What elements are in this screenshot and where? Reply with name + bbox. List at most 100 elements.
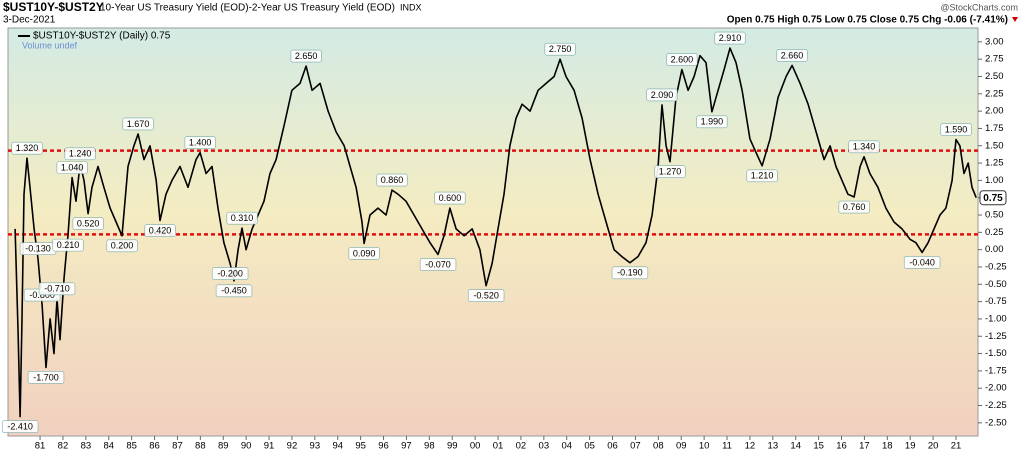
y-tick-label: 1.50: [985, 140, 1004, 151]
annotation-box: [348, 247, 380, 260]
annotation-label: 0.420: [149, 225, 172, 235]
annotation-label: -1.700: [33, 372, 59, 382]
y-tick-label: -1.00: [985, 313, 1007, 324]
annotation-label: -0.190: [617, 268, 643, 278]
last-value-box: [979, 190, 1007, 206]
annotation-box: [434, 191, 466, 205]
annotation-box: [611, 266, 649, 280]
x-tick-label: 86: [149, 441, 160, 452]
annotation-label: 2.660: [781, 50, 804, 60]
y-tick-label: 0.25: [985, 227, 1004, 238]
series-line: [14, 47, 977, 418]
date: 3-Dec-2021: [3, 15, 56, 26]
annotation-label: 0.860: [381, 175, 404, 185]
x-tick-label: 81: [35, 441, 46, 452]
x-tick-label: 16: [836, 441, 847, 452]
annotation-label: 1.340: [853, 142, 876, 152]
x-tick-label: 96: [378, 441, 389, 452]
annotation-box: [714, 31, 746, 45]
y-tick-label: -1.75: [985, 365, 1007, 376]
source: @StockCharts.com: [940, 2, 1018, 12]
x-tick-label: 15: [813, 441, 824, 452]
x-tick-label: 82: [58, 441, 69, 452]
quote: Open 0.75 High 0.75 Low 0.75 Close 0.75 …: [727, 15, 1008, 26]
annotation-label: 0.520: [77, 219, 100, 229]
x-tick-label: 05: [584, 441, 595, 452]
annotation-box: [848, 140, 880, 154]
annotation-label: 1.670: [127, 119, 150, 129]
annotation-box: [72, 217, 104, 230]
annotation-box: [903, 256, 941, 269]
annotation-box: [776, 49, 808, 62]
x-tick-label: 87: [172, 441, 183, 452]
annotation-box: [226, 211, 258, 225]
x-tick-label: 19: [905, 441, 916, 452]
annotation-box: [544, 42, 576, 56]
annotation-label: 1.990: [701, 117, 724, 127]
x-tick-label: 14: [790, 441, 801, 452]
y-tick-label: 1.75: [985, 123, 1004, 134]
x-tick-label: 09: [676, 441, 687, 452]
y-tick-label: 0.00: [985, 244, 1004, 255]
y-tick-label: 1.25: [985, 158, 1004, 169]
x-tick-label: 01: [493, 441, 504, 452]
down-arrow: [1012, 17, 1018, 22]
x-tick-label: 11: [722, 441, 732, 452]
annotation-box: [940, 123, 972, 136]
x-tick-label: 06: [607, 441, 618, 452]
volume-label: Volume undef: [22, 40, 78, 50]
x-tick-label: 88: [195, 441, 206, 452]
annotation-label: 1.270: [659, 167, 682, 177]
x-tick-label: 91: [264, 441, 275, 452]
x-tick-label: 84: [103, 441, 114, 452]
x-tick-label: 12: [745, 441, 756, 452]
annotation-box: [654, 165, 686, 178]
annotation-box: [419, 258, 457, 271]
y-tick-label: 2.75: [985, 54, 1004, 65]
annotation-label: 1.210: [751, 171, 774, 181]
annotation-label: 2.910: [719, 33, 742, 43]
annotation-label: 0.090: [353, 248, 376, 258]
x-tick-label: 21: [951, 441, 962, 452]
x-tick-label: 98: [424, 441, 435, 452]
x-tick-label: 17: [859, 441, 870, 452]
x-tick-label: 00: [470, 441, 481, 452]
annotation-box: [1, 420, 39, 433]
annotation-label: -0.520: [473, 291, 499, 301]
annotation-label: 2.600: [671, 54, 694, 64]
annotation-box: [838, 200, 870, 214]
annotation-label: -0.070: [425, 259, 451, 269]
x-tick-label: 18: [882, 441, 893, 452]
annotation-box: [56, 161, 88, 174]
annotation-label: -0.040: [909, 257, 935, 267]
annotation-box: [215, 284, 253, 298]
y-tick-label: -2.50: [985, 417, 1007, 428]
annotation-label: 2.090: [651, 90, 674, 100]
x-tick-label: 02: [516, 441, 527, 452]
x-tick-label: 89: [218, 441, 229, 452]
annotation-box: [211, 267, 249, 280]
y-tick-label: -0.25: [985, 261, 1007, 272]
annotation-label: 0.600: [439, 193, 462, 203]
x-tick-label: 07: [630, 441, 641, 452]
annotation-label: 0.760: [843, 202, 866, 212]
annotation-box: [106, 239, 138, 253]
annotation-box: [122, 117, 154, 131]
annotation-label: 2.650: [295, 51, 318, 61]
y-tick-label: -2.25: [985, 400, 1007, 411]
y-tick-label: 2.00: [985, 106, 1004, 117]
annotation-box: [52, 238, 84, 252]
x-tick-label: 93: [310, 441, 321, 452]
annotation-label: 1.400: [189, 138, 212, 148]
annotation-box: [184, 136, 216, 149]
annotation-label: -2.410: [7, 421, 33, 431]
symbol: $UST10Y-$UST2Y: [3, 0, 104, 14]
x-tick-label: 92: [287, 441, 298, 452]
x-tick-label: 03: [539, 441, 550, 452]
annotation-label: 2.750: [549, 44, 572, 54]
legend-label: $UST10Y-$UST2Y (Daily) 0.75: [33, 31, 171, 42]
annotation-box: [646, 88, 678, 102]
annotation-box: [11, 141, 43, 155]
x-tick-label: 08: [653, 441, 664, 452]
